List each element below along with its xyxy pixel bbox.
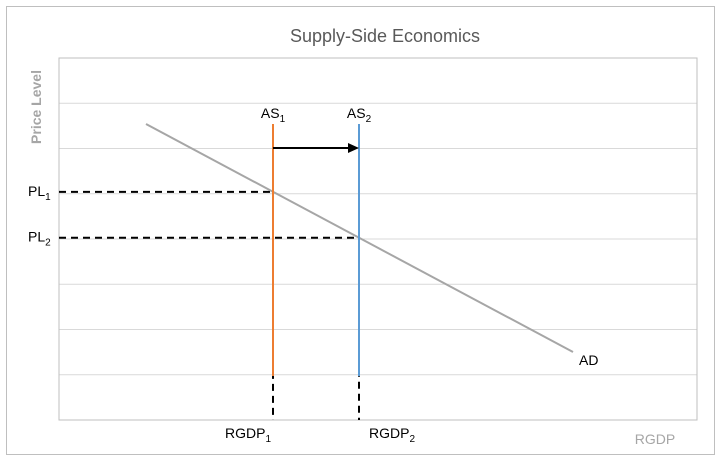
pl1-label: PL1 (28, 183, 51, 203)
dashed-guides (59, 190, 360, 420)
chart-title: Supply-Side Economics (290, 26, 480, 46)
curve-labels: AS1 AS2 AD PL1 PL2 RGDP1 RGDP2 (28, 105, 598, 445)
x-axis-label: RGDP (635, 431, 675, 447)
rgdp1-label: RGDP1 (225, 425, 271, 445)
as2-label: AS2 (347, 105, 372, 125)
rgdp2-label: RGDP2 (369, 425, 415, 445)
chart-frame (6, 6, 715, 455)
pl2-label: PL2 (28, 229, 51, 249)
plot-area-border (58, 57, 698, 421)
y-axis-label: Price Level (28, 70, 44, 144)
gridlines (59, 102, 697, 376)
curves (145, 123, 574, 376)
shift-arrow-head (348, 143, 359, 153)
as1-label: AS1 (261, 105, 286, 125)
ad-label: AD (579, 352, 598, 368)
